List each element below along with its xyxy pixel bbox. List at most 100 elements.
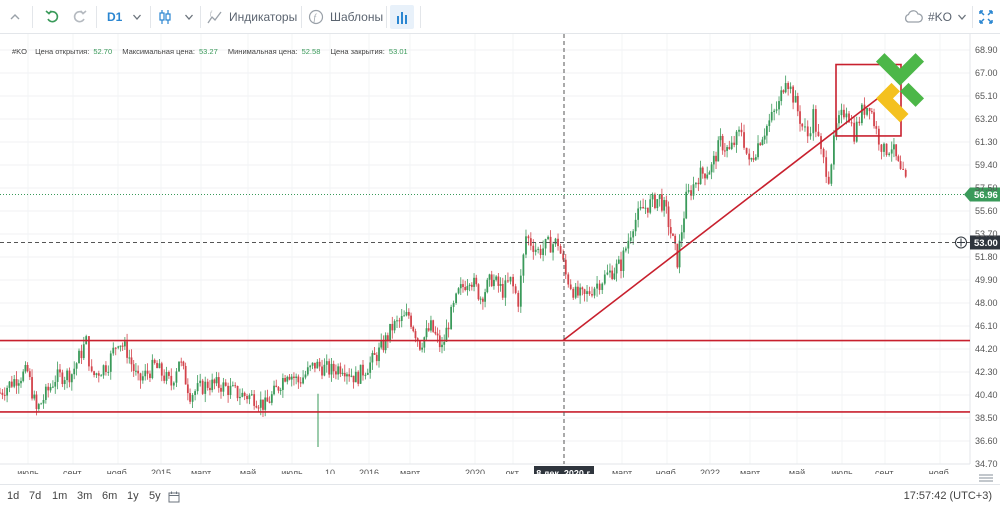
time-tick-label: нояб. [107, 468, 130, 474]
candle-body [495, 276, 498, 280]
range-1m[interactable]: 1m [52, 490, 68, 502]
candle-body [660, 194, 663, 211]
candle-body [479, 298, 482, 300]
templates-label: Шаблоны [330, 10, 384, 24]
candle-body [316, 361, 319, 369]
price-tick-label: 49.90 [975, 275, 998, 285]
candle-body [28, 371, 31, 378]
candle-body [477, 284, 480, 300]
candle-body [680, 232, 683, 241]
candle-body [827, 176, 830, 184]
candle-body [264, 397, 267, 410]
redo-icon[interactable] [70, 0, 88, 34]
candle-body [33, 394, 36, 399]
candle-body [386, 335, 389, 341]
candle-body [588, 291, 591, 295]
range-3m[interactable]: 3m [77, 490, 93, 502]
symbol-chevron-down-icon[interactable] [955, 0, 969, 34]
candle-body [761, 139, 764, 146]
candle-body [22, 371, 25, 381]
price-chart[interactable]: #KO Цена открытия: 52.70 Максимальная це… [0, 34, 1000, 480]
candle-body [787, 83, 790, 90]
candle-body [364, 374, 367, 376]
price-tick-label: 68.90 [975, 45, 998, 55]
candle-body [421, 347, 424, 350]
candle-body [330, 363, 333, 375]
candle-body [135, 370, 137, 372]
candle-body [168, 372, 170, 376]
candle-body [20, 380, 22, 384]
candle-body [156, 362, 158, 369]
range-6m[interactable]: 6m [102, 490, 118, 502]
candlestick-type-icon[interactable] [156, 0, 174, 34]
candle-body [362, 364, 364, 376]
candle-body [499, 284, 502, 286]
timeframe-select[interactable]: D1 [107, 0, 122, 34]
candle-body [512, 276, 514, 287]
candle-body [678, 240, 681, 268]
indicators-button[interactable]: f Индикаторы [207, 0, 297, 34]
range-7d[interactable]: 7d [29, 490, 42, 502]
candle-body [525, 236, 527, 255]
candle-body [410, 315, 412, 327]
range-1d[interactable]: 1d [7, 490, 20, 502]
candle-body [501, 284, 504, 298]
collapse-up-icon[interactable] [7, 0, 23, 34]
range-5y[interactable]: 5y [149, 490, 161, 502]
timeframe-chevron-down-icon[interactable] [130, 0, 144, 34]
candle-body [206, 381, 209, 388]
candle-body [128, 357, 131, 359]
candle-body [789, 86, 792, 90]
price-axis-labels: 68.90 67.00 65.10 63.20 61.30 59.40 57.50 55.60… [975, 45, 998, 469]
candle-body [770, 111, 773, 121]
ohlc-symbol: #KO [12, 47, 27, 56]
candle-body [634, 219, 637, 232]
candle-body [888, 153, 891, 156]
candle-body [544, 239, 547, 249]
candle-body [527, 236, 530, 239]
candle-body [405, 311, 408, 316]
price-tick-label: 44.20 [975, 344, 998, 354]
candle-body [792, 86, 795, 103]
candle-body [615, 263, 618, 274]
candle-body [253, 394, 256, 406]
time-tick-label: 2020 [465, 468, 485, 474]
time-tick-label: 10 [325, 468, 335, 474]
candle-body [484, 292, 486, 302]
volume-bars-icon[interactable] [390, 0, 414, 34]
chart-settings-icon[interactable] [978, 470, 994, 488]
candle-body [728, 147, 731, 149]
candle-body [735, 131, 738, 145]
candle-body [850, 122, 853, 124]
range-1y[interactable]: 1y [127, 490, 139, 502]
candle-body [663, 200, 666, 211]
fullscreen-icon[interactable] [976, 0, 996, 34]
candle-body [1, 392, 4, 395]
calendar-icon[interactable] [168, 490, 180, 508]
undo-icon[interactable] [44, 0, 62, 34]
candle-body [557, 238, 559, 247]
candle-body [141, 376, 144, 381]
candle-body [577, 286, 579, 296]
cloud-icon[interactable] [902, 0, 924, 34]
chart-type-chevron-down-icon[interactable] [182, 0, 196, 34]
candle-body [782, 90, 785, 93]
candle-body [31, 377, 33, 399]
candle-body [126, 341, 128, 358]
candle-body [130, 357, 133, 365]
ohlc-open-label: Цена открытия: [35, 47, 89, 56]
candle-body [132, 364, 135, 372]
candle-body [389, 323, 391, 341]
candle-body [178, 361, 180, 372]
candle-body [26, 364, 29, 372]
chart-area[interactable]: #KO Цена открытия: 52.70 Максимальная це… [0, 34, 1000, 480]
candle-body [299, 382, 302, 384]
symbol-select[interactable]: #KO [928, 0, 952, 34]
candle-body [833, 135, 835, 165]
candle-body [246, 395, 248, 400]
candle-body [35, 394, 38, 409]
templates-button[interactable]: f Шаблоны [308, 0, 383, 34]
candle-body [593, 288, 596, 296]
price-tick-label: 40.40 [975, 390, 998, 400]
candle-body [579, 287, 582, 296]
